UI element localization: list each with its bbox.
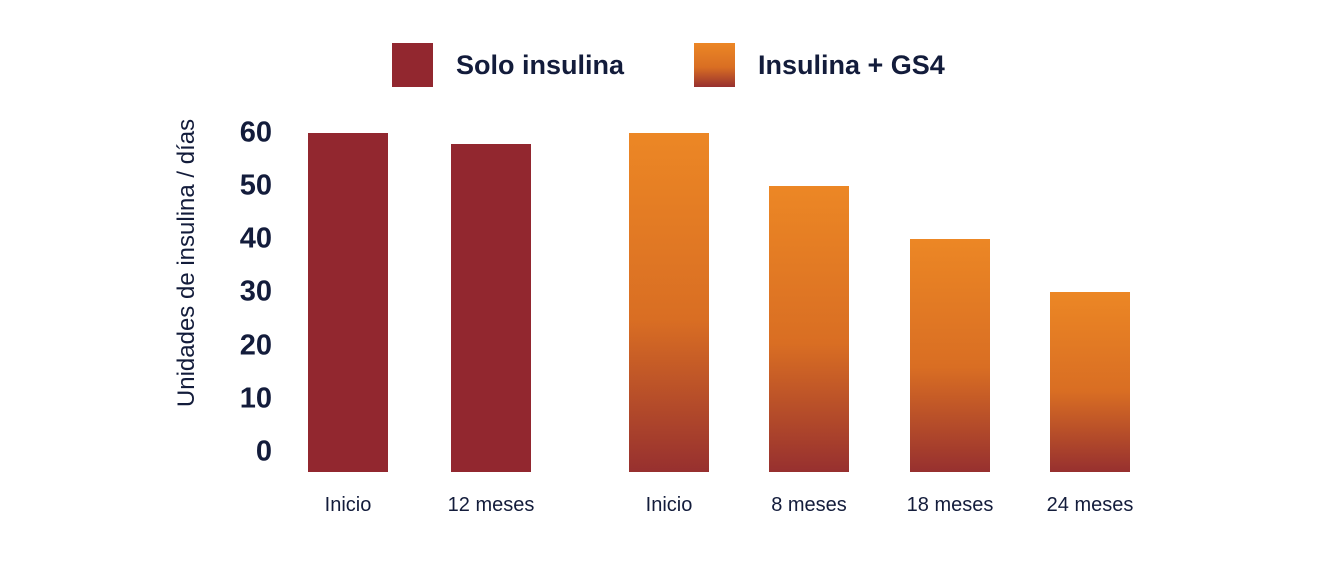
y-tick-label-20: 20 bbox=[239, 329, 272, 362]
x-tick-label-12-meses-1: 12 meses bbox=[447, 494, 535, 516]
y-tick-label-0: 0 bbox=[255, 435, 272, 468]
bar-insulina-gs4-8-meses bbox=[769, 186, 849, 472]
bar-solo-insulina-inicio bbox=[308, 132, 388, 472]
x-tick-label-8-meses-3: 8 meses bbox=[771, 494, 847, 516]
y-tick-label-30: 30 bbox=[239, 275, 272, 308]
y-axis-title: Unidades de insulina / días bbox=[173, 118, 200, 408]
legend-label-insulina-gs4: Insulina + GS4 bbox=[758, 49, 945, 80]
x-tick-label-18-meses-4: 18 meses bbox=[906, 494, 994, 516]
bar-insulina-gs4-inicio bbox=[629, 132, 709, 472]
y-tick-label-10: 10 bbox=[239, 382, 272, 415]
legend-label-solo-insulina: Solo insulina bbox=[456, 49, 625, 80]
y-tick-label-50: 50 bbox=[239, 169, 272, 202]
legend-swatch-insulina-gs4 bbox=[694, 43, 735, 87]
y-tick-label-40: 40 bbox=[239, 222, 272, 255]
bar-insulina-gs4-18-meses bbox=[910, 239, 990, 472]
bar-solo-insulina-12-meses bbox=[451, 143, 531, 472]
x-tick-label-inicio-0: Inicio bbox=[324, 494, 372, 516]
bar-insulina-gs4-24-meses bbox=[1050, 292, 1130, 472]
legend-item-insulina-gs4: Insulina + GS4 bbox=[694, 43, 945, 87]
x-tick-label-24-meses-5: 24 meses bbox=[1046, 494, 1134, 516]
x-tick-label-inicio-2: Inicio bbox=[645, 494, 693, 516]
legend-item-solo-insulina: Solo insulina bbox=[392, 43, 624, 87]
legend-swatch-solo-insulina bbox=[392, 43, 433, 87]
y-tick-label-60: 60 bbox=[239, 116, 272, 149]
